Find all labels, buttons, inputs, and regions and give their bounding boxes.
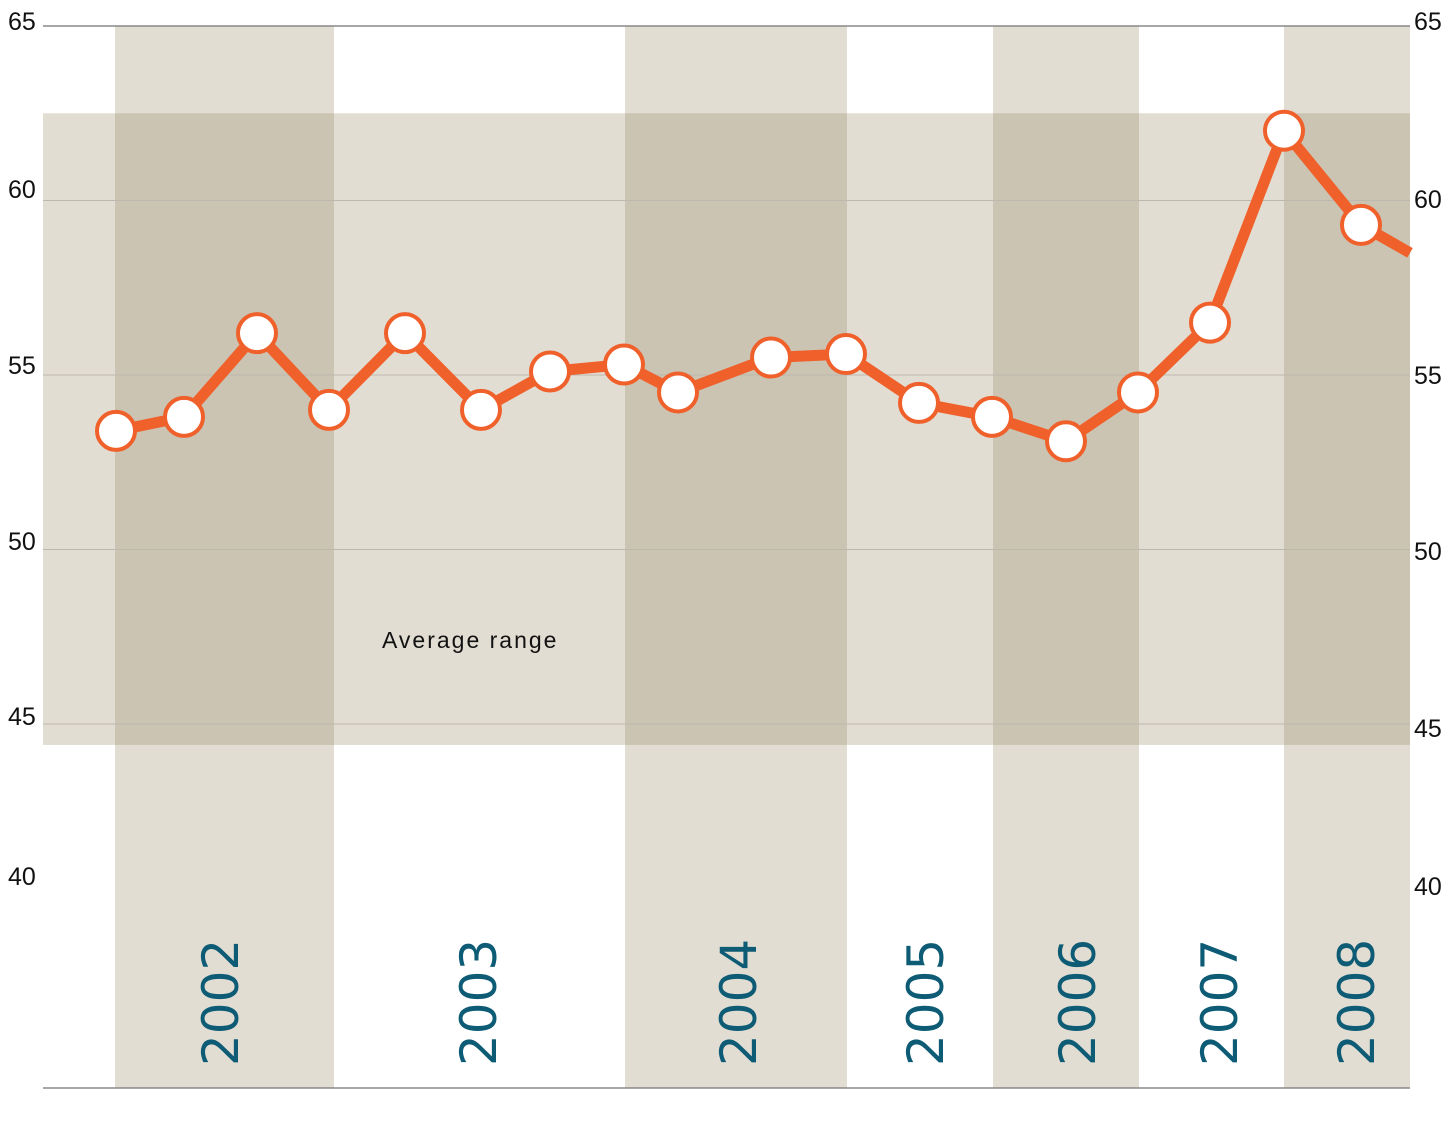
data-markers — [95, 109, 1382, 463]
y-tick-right-55: 55 — [1414, 362, 1442, 390]
point-marker-6 — [460, 388, 502, 431]
point-marker-1 — [95, 409, 137, 452]
y-tick-left-45: 45 — [8, 703, 36, 731]
year-label-2002: 2002 — [192, 939, 250, 1066]
point-marker-13 — [971, 395, 1013, 438]
average-range-label: Average range — [382, 627, 558, 653]
year-label-2003: 2003 — [450, 939, 508, 1066]
point-marker-17 — [1263, 109, 1305, 152]
year-labels: 2002 2003 2004 2005 2006 2007 2008 — [192, 939, 1386, 1066]
point-marker-4 — [308, 388, 350, 431]
y-tick-right-65: 65 — [1414, 8, 1442, 36]
point-marker-9 — [657, 371, 699, 414]
y-tick-right-40: 40 — [1414, 873, 1442, 901]
y-tick-left-55: 55 — [8, 352, 36, 380]
point-marker-8 — [603, 343, 645, 386]
point-marker-12 — [898, 381, 940, 424]
point-marker-5 — [384, 312, 426, 355]
point-marker-3 — [236, 312, 278, 355]
y-tick-left-65: 65 — [8, 8, 36, 36]
y-tick-right-60: 60 — [1414, 186, 1442, 214]
year-label-2006: 2006 — [1049, 939, 1107, 1066]
y-tick-left-40: 40 — [8, 863, 36, 891]
point-marker-10 — [750, 336, 792, 379]
y-axis-right: 65 60 55 50 45 40 — [1414, 8, 1442, 901]
point-marker-18 — [1340, 203, 1382, 246]
y-axis-left: 65 60 55 50 45 40 — [8, 8, 36, 891]
y-tick-left-60: 60 — [8, 176, 36, 204]
point-marker-11 — [825, 333, 867, 376]
point-marker-2 — [163, 395, 205, 438]
point-marker-16 — [1189, 301, 1231, 344]
point-marker-15 — [1117, 371, 1159, 414]
year-label-2004: 2004 — [710, 939, 768, 1066]
y-tick-left-50: 50 — [8, 528, 36, 556]
band-overlaps — [115, 113, 1410, 745]
y-tick-right-45: 45 — [1414, 715, 1442, 743]
axes — [43, 25, 1410, 1089]
year-label-2007: 2007 — [1191, 939, 1249, 1066]
y-tick-right-50: 50 — [1414, 538, 1442, 566]
overlap-2 — [625, 113, 847, 745]
year-label-2008: 2008 — [1328, 939, 1386, 1066]
point-marker-14 — [1045, 420, 1087, 463]
point-marker-7 — [529, 350, 571, 393]
year-label-2005: 2005 — [897, 939, 955, 1066]
